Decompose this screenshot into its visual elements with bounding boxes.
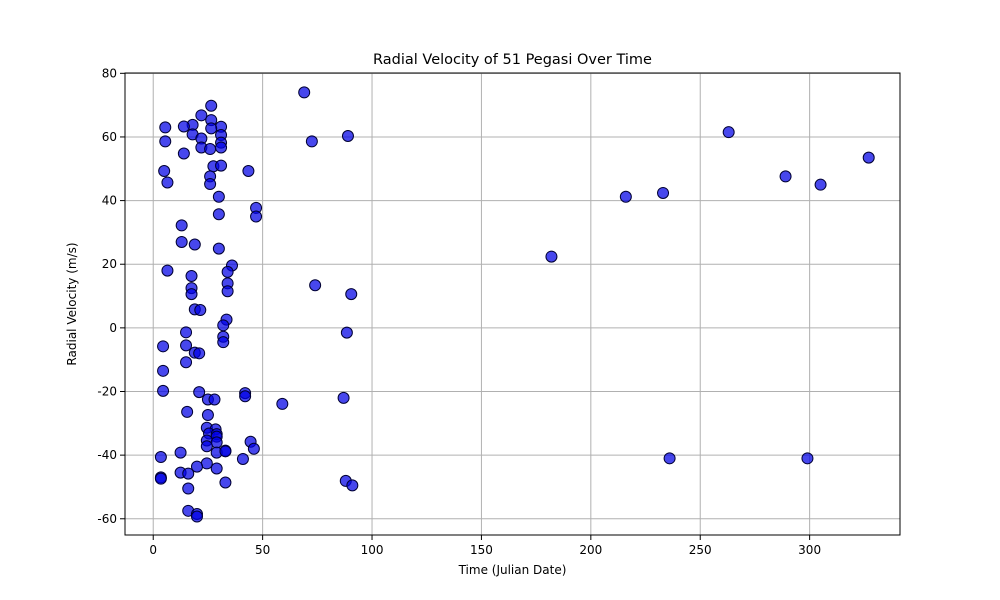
data-point bbox=[204, 178, 217, 191]
data-point bbox=[180, 356, 193, 369]
data-point bbox=[250, 210, 263, 223]
data-point bbox=[219, 476, 232, 489]
data-point bbox=[722, 126, 735, 139]
chart-title: Radial Velocity of 51 Pegasi Over Time bbox=[373, 52, 652, 68]
data-point bbox=[175, 219, 188, 232]
y-tick-label: 0 bbox=[109, 321, 117, 335]
data-point bbox=[157, 340, 170, 353]
data-point bbox=[200, 440, 213, 453]
data-point bbox=[177, 147, 190, 160]
data-point bbox=[157, 384, 170, 397]
plot-frame bbox=[124, 72, 901, 536]
data-point bbox=[180, 339, 193, 352]
x-tick-label: 300 bbox=[798, 543, 821, 557]
data-point bbox=[208, 393, 221, 406]
x-tick-label: 0 bbox=[149, 543, 157, 557]
data-point bbox=[247, 442, 260, 455]
data-point bbox=[221, 265, 234, 278]
data-point bbox=[195, 109, 208, 122]
y-tick-label: 40 bbox=[102, 194, 117, 208]
data-point bbox=[204, 143, 217, 156]
data-point bbox=[194, 304, 207, 317]
data-point bbox=[346, 479, 359, 492]
data-point bbox=[205, 99, 218, 112]
data-point bbox=[221, 285, 234, 298]
data-point bbox=[157, 364, 170, 377]
x-axis-label: Time (Julian Date) bbox=[458, 563, 567, 577]
data-point bbox=[298, 86, 311, 99]
data-point bbox=[180, 326, 193, 339]
data-point bbox=[182, 467, 195, 480]
data-point bbox=[201, 409, 214, 422]
data-point bbox=[154, 472, 167, 485]
data-point bbox=[175, 235, 188, 248]
data-point bbox=[215, 141, 228, 154]
x-tick-label: 250 bbox=[689, 543, 712, 557]
data-point bbox=[193, 386, 206, 399]
y-tick-label: -40 bbox=[97, 448, 117, 462]
data-point bbox=[205, 122, 218, 135]
data-point bbox=[210, 462, 223, 475]
data-point bbox=[177, 120, 190, 133]
data-point bbox=[305, 135, 318, 148]
x-axis-ticks: 0 50 100 150 200 250 300 bbox=[149, 535, 821, 557]
data-point bbox=[188, 238, 201, 251]
data-points bbox=[154, 86, 875, 523]
data-point bbox=[341, 130, 354, 142]
y-axis-ticks: -60 -40 -20 0 20 40 60 80 bbox=[97, 66, 125, 526]
data-point bbox=[215, 159, 228, 172]
data-point bbox=[663, 452, 676, 465]
data-point bbox=[217, 319, 230, 332]
x-tick-label: 150 bbox=[470, 543, 493, 557]
data-point bbox=[545, 250, 558, 263]
y-tick-label: -60 bbox=[97, 512, 117, 526]
data-point bbox=[181, 405, 194, 418]
data-point bbox=[159, 121, 172, 134]
data-point bbox=[242, 165, 255, 177]
y-axis-label: Radial Velocity (m/s) bbox=[65, 242, 79, 365]
data-point bbox=[190, 460, 203, 473]
data-point bbox=[340, 326, 353, 339]
data-point bbox=[193, 347, 206, 360]
data-point bbox=[200, 457, 213, 470]
data-point bbox=[236, 452, 249, 465]
data-point bbox=[212, 242, 225, 255]
data-point bbox=[309, 279, 322, 292]
data-point bbox=[239, 390, 252, 403]
y-tick-label: 20 bbox=[102, 257, 117, 271]
y-tick-label: 80 bbox=[102, 66, 117, 80]
data-point bbox=[154, 451, 167, 464]
data-point bbox=[159, 135, 172, 148]
data-point bbox=[337, 391, 350, 404]
data-point bbox=[217, 336, 230, 349]
data-point bbox=[862, 151, 875, 164]
data-point bbox=[212, 208, 225, 221]
data-point bbox=[212, 190, 225, 203]
data-point bbox=[814, 178, 827, 191]
x-tick-label: 200 bbox=[579, 543, 602, 557]
data-point bbox=[161, 264, 174, 277]
data-point bbox=[276, 397, 289, 410]
data-point bbox=[185, 270, 198, 282]
data-point bbox=[185, 288, 198, 301]
data-point bbox=[345, 288, 358, 301]
x-tick-label: 100 bbox=[361, 543, 384, 557]
data-point bbox=[174, 446, 187, 459]
data-point bbox=[219, 445, 232, 458]
data-point bbox=[801, 452, 814, 465]
y-tick-label: 60 bbox=[102, 130, 117, 144]
x-tick-label: 50 bbox=[255, 543, 270, 557]
data-point bbox=[161, 176, 174, 189]
grid-lines bbox=[125, 72, 900, 535]
data-point bbox=[158, 165, 171, 177]
data-point bbox=[182, 482, 195, 495]
y-tick-label: -20 bbox=[97, 385, 117, 399]
data-point bbox=[657, 186, 670, 199]
data-point bbox=[190, 510, 203, 523]
data-point bbox=[619, 190, 632, 203]
data-point bbox=[779, 170, 792, 183]
